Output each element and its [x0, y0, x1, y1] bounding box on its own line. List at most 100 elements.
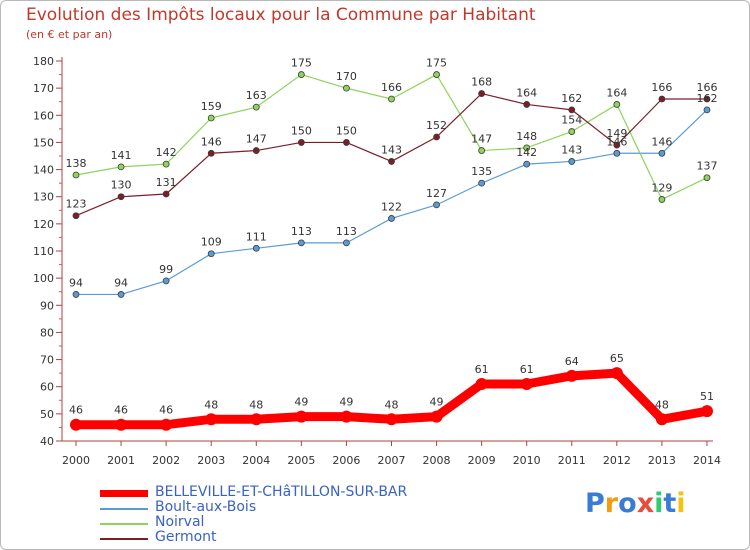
data-point — [613, 101, 621, 108]
x-tick-label: 2002 — [152, 454, 180, 467]
data-point — [613, 149, 621, 157]
data-point — [433, 71, 440, 78]
x-tick-label: 2001 — [107, 454, 135, 467]
legend-item-belleville: BELLEVILLE-ET-CHâTILLON-SUR-BAR — [100, 484, 460, 501]
data-label: 61 — [520, 363, 534, 376]
data-label: 65 — [610, 352, 624, 365]
y-tick-label: 100 — [33, 272, 54, 285]
data-label: 46 — [159, 404, 173, 417]
legend-item-noirval: Noirval — [100, 514, 460, 531]
legend-label-germont: Germont — [155, 529, 217, 545]
y-tick-label: 70 — [40, 354, 54, 367]
data-point — [523, 101, 531, 108]
data-label: 143 — [381, 143, 402, 156]
data-point — [72, 291, 80, 298]
data-point — [568, 158, 576, 165]
y-tick-label: 130 — [33, 191, 54, 204]
data-label: 111 — [246, 230, 267, 243]
data-label: 146 — [201, 135, 222, 148]
data-label: 142 — [516, 146, 537, 159]
x-tick-label: 2014 — [693, 454, 721, 467]
data-label: 127 — [426, 187, 447, 200]
legend-swatch-boult — [100, 508, 148, 510]
data-label: 175 — [426, 57, 447, 70]
data-label: 48 — [384, 398, 398, 411]
data-label: 131 — [156, 176, 177, 189]
legend-swatch-belleville — [100, 490, 148, 497]
data-point — [433, 201, 440, 209]
data-point — [385, 413, 398, 426]
data-label: 154 — [561, 114, 582, 127]
data-label: 51 — [700, 390, 714, 403]
data-label: 147 — [471, 133, 492, 146]
data-label: 48 — [204, 398, 218, 411]
data-label: 170 — [336, 70, 357, 83]
data-point — [117, 193, 125, 201]
data-label: 164 — [516, 86, 537, 99]
data-label: 148 — [516, 130, 537, 143]
y-tick-label: 50 — [40, 408, 54, 421]
data-point — [70, 418, 82, 431]
x-tick-label: 2007 — [377, 454, 405, 467]
data-point — [115, 418, 128, 431]
data-point — [252, 244, 260, 252]
data-point — [205, 413, 218, 426]
data-label: 166 — [381, 81, 402, 94]
data-point — [703, 95, 711, 103]
data-point — [433, 133, 440, 141]
data-point — [700, 405, 713, 418]
y-tick-label: 170 — [33, 82, 54, 95]
data-label: 175 — [291, 57, 312, 70]
data-point — [388, 158, 395, 165]
x-tick-label: 2005 — [287, 454, 315, 467]
data-label: 138 — [66, 157, 87, 170]
data-label: 147 — [246, 133, 267, 146]
data-label: 162 — [561, 92, 582, 105]
data-point — [297, 239, 305, 247]
data-label: 113 — [291, 225, 312, 238]
data-label: 94 — [69, 276, 83, 289]
data-label: 49 — [430, 396, 444, 409]
data-point — [478, 179, 486, 187]
data-label: 49 — [294, 396, 308, 409]
data-label: 142 — [156, 146, 177, 159]
data-point — [478, 90, 486, 97]
data-point — [117, 291, 125, 298]
data-point — [162, 160, 170, 168]
data-point — [523, 160, 531, 168]
data-label: 166 — [696, 81, 717, 94]
x-tick-label: 2012 — [603, 454, 631, 467]
data-point — [613, 141, 621, 149]
chart-axes: 40 50 60 70 80 90 100 110 120 130 140 150 160 170 180 2… — [33, 55, 721, 467]
data-label: 168 — [471, 76, 492, 89]
proxiti-logo: Proxiti — [585, 488, 686, 519]
x-tick-label: 2000 — [62, 454, 90, 467]
data-point — [388, 215, 395, 222]
data-point — [523, 144, 531, 152]
data-label: 149 — [606, 127, 627, 140]
data-label: 48 — [655, 398, 669, 411]
data-point — [162, 190, 170, 198]
data-label: 152 — [426, 119, 447, 132]
x-tick-label: 2013 — [648, 454, 676, 467]
data-label: 150 — [336, 124, 357, 137]
data-point — [568, 106, 576, 114]
legend-label-belleville: BELLEVILLE-ET-CHâTILLON-SUR-BAR — [155, 484, 408, 500]
x-tick-label: 2003 — [197, 454, 225, 467]
data-label: 122 — [381, 200, 402, 213]
data-label: 123 — [66, 198, 87, 211]
line-chart: 40 50 60 70 80 90 100 110 120 130 140 150 160 170 180 2… — [33, 55, 721, 467]
data-point — [478, 147, 486, 154]
data-point — [252, 103, 260, 111]
data-point — [72, 212, 80, 220]
data-label: 163 — [246, 89, 267, 102]
data-point — [295, 410, 308, 423]
y-tick-label: 60 — [40, 381, 54, 394]
x-tick-label: 2011 — [558, 454, 586, 467]
data-point — [162, 277, 170, 285]
data-point — [430, 410, 443, 423]
y-tick-label: 80 — [40, 326, 54, 339]
legend-swatch-noirval — [100, 523, 148, 525]
